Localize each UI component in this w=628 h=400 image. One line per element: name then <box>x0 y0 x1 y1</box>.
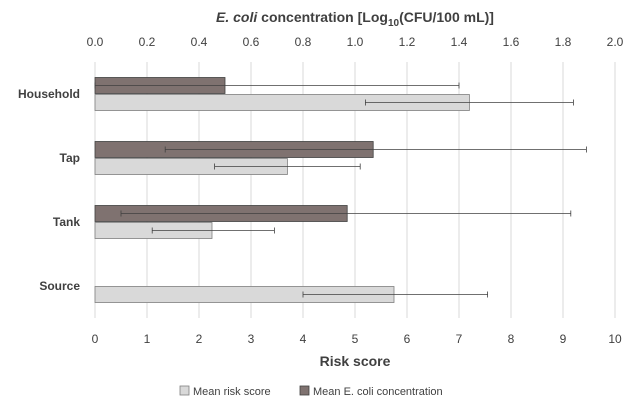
x-top-tick-label: 1.8 <box>555 35 572 49</box>
top-axis-title: E. coli concentration [Log10(CFU/100 mL)… <box>216 9 494 29</box>
x-top-tick-label: 1.4 <box>451 35 468 49</box>
x-top-tick-label: 0.2 <box>139 35 156 49</box>
x-bottom-tick-label: 3 <box>248 332 255 346</box>
category-label: Source <box>39 279 80 293</box>
x-top-tick-label: 0.8 <box>295 35 312 49</box>
x-bottom-tick-label: 6 <box>404 332 411 346</box>
x-bottom-tick-label: 10 <box>608 332 622 346</box>
x-bottom-tick-label: 7 <box>456 332 463 346</box>
x-bottom-tick-label: 9 <box>560 332 567 346</box>
x-bottom-tick-label: 5 <box>352 332 359 346</box>
x-top-tick-label: 1.6 <box>503 35 520 49</box>
bars <box>94 77 470 303</box>
x-top-tick-label: 1.2 <box>399 35 416 49</box>
x-bottom-tick-label: 8 <box>508 332 515 346</box>
x-bottom-tick-label: 1 <box>144 332 151 346</box>
x-top-tick-label: 0.4 <box>191 35 208 49</box>
category-labels: Household Tap Tank Source <box>18 87 80 293</box>
x-top-tick-label: 0.6 <box>243 35 260 49</box>
legend: Mean risk score Mean E. coli concentrati… <box>179 385 443 398</box>
x-bottom-tick-label: 2 <box>196 332 203 346</box>
category-label: Tank <box>53 215 80 229</box>
x-bottom-tick-label: 4 <box>300 332 307 346</box>
legend-swatch-ecoli <box>299 385 310 396</box>
x-top-tick-label: 2.0 <box>607 35 624 49</box>
error-bars <box>94 82 587 298</box>
legend-label-ecoli: Mean E. coli concentration <box>313 386 443 398</box>
category-label: Tap <box>60 151 80 165</box>
x-top-tick-label: 0.0 <box>87 35 104 49</box>
bottom-axis-title: Risk score <box>320 353 391 369</box>
tick-labels: 0 1 2 3 4 5 6 7 8 9 10 0.0 0.2 0.4 0.6 0.8 1.0 1.2 1.4 1.6 1… <box>87 35 624 346</box>
legend-swatch-risk <box>179 385 190 396</box>
category-label: Household <box>18 87 80 101</box>
legend-label-risk: Mean risk score <box>193 386 271 398</box>
x-bottom-tick-label: 0 <box>92 332 99 346</box>
x-top-tick-label: 1.0 <box>347 35 364 49</box>
